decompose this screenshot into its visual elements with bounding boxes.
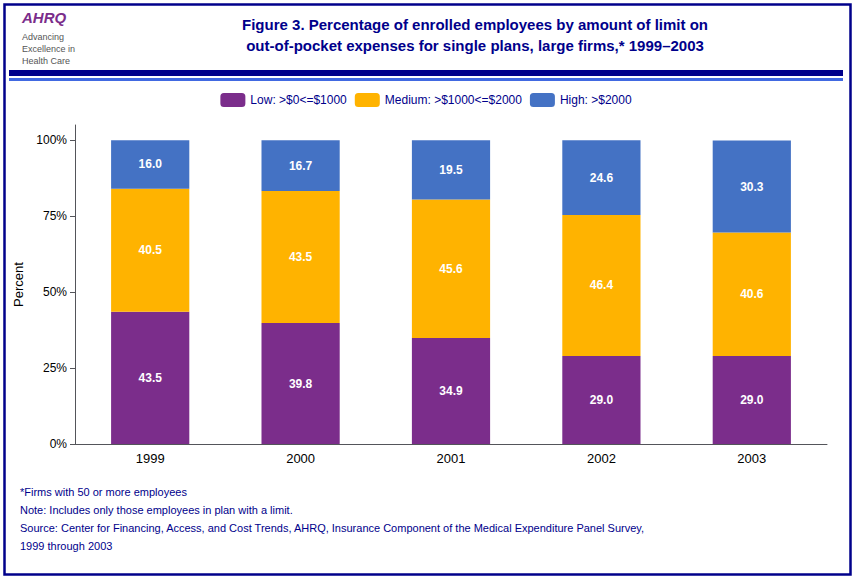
svg-text:Health Care: Health Care	[22, 56, 70, 66]
svg-text:1999: 1999	[136, 451, 165, 466]
svg-text:Percent: Percent	[11, 262, 26, 307]
svg-text:40.5: 40.5	[139, 243, 163, 257]
svg-text:Advancing: Advancing	[22, 32, 64, 42]
svg-text:100%: 100%	[36, 133, 67, 147]
svg-text:Figure 3. Percentage of enroll: Figure 3. Percentage of enrolled employe…	[242, 16, 708, 33]
svg-text:Medium: >$1000<=$2000: Medium: >$1000<=$2000	[385, 93, 522, 107]
svg-text:Excellence in: Excellence in	[22, 44, 75, 54]
svg-text:43.5: 43.5	[289, 250, 313, 264]
svg-text:29.0: 29.0	[590, 393, 614, 407]
svg-text:High: >$2000: High: >$2000	[560, 93, 632, 107]
svg-text:39.8: 39.8	[289, 377, 313, 391]
svg-text:16.0: 16.0	[139, 157, 163, 171]
svg-text:16.7: 16.7	[289, 159, 313, 173]
svg-text:43.5: 43.5	[139, 371, 163, 385]
svg-text:30.3: 30.3	[740, 180, 764, 194]
svg-text:34.9: 34.9	[439, 384, 463, 398]
svg-text:out-of-pocket expenses for sin: out-of-pocket expenses for single plans,…	[246, 37, 704, 54]
svg-text:Low: >$0<=$1000: Low: >$0<=$1000	[250, 93, 347, 107]
svg-text:Note: Includes only those empl: Note: Includes only those employees in p…	[20, 504, 293, 516]
svg-text:25%: 25%	[43, 361, 67, 375]
svg-text:2002: 2002	[587, 451, 616, 466]
svg-text:75%: 75%	[43, 209, 67, 223]
svg-text:2001: 2001	[437, 451, 466, 466]
svg-text:2003: 2003	[737, 451, 766, 466]
svg-text:40.6: 40.6	[740, 287, 764, 301]
svg-text:24.6: 24.6	[590, 171, 614, 185]
svg-text:19.5: 19.5	[439, 163, 463, 177]
svg-text:Source: Center for Financing,: Source: Center for Financing, Access, an…	[20, 522, 644, 534]
svg-text:AHRQ: AHRQ	[21, 9, 66, 26]
svg-text:45.6: 45.6	[439, 262, 463, 276]
svg-text:29.0: 29.0	[740, 393, 764, 407]
svg-text:50%: 50%	[43, 285, 67, 299]
svg-text:1999 through 2003: 1999 through 2003	[20, 540, 112, 552]
svg-text:2000: 2000	[286, 451, 315, 466]
svg-text:0%: 0%	[50, 437, 68, 451]
svg-text:*Firms with 50 or more employe: *Firms with 50 or more employees	[20, 486, 187, 498]
svg-text:46.4: 46.4	[590, 278, 614, 292]
